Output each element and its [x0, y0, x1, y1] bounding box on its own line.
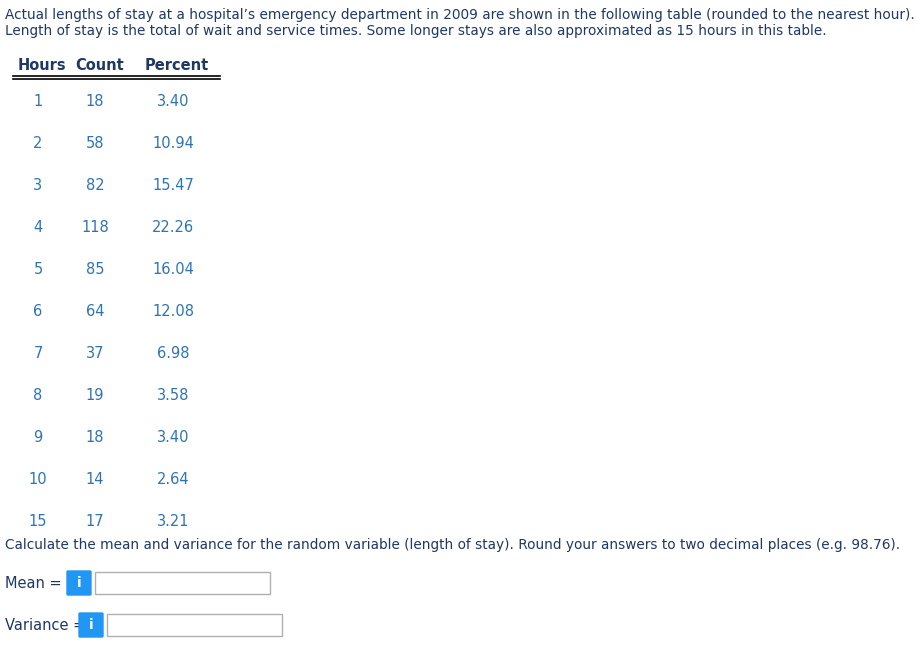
Text: 18: 18 — [86, 94, 104, 109]
FancyBboxPatch shape — [67, 571, 91, 595]
Text: 85: 85 — [86, 262, 104, 277]
Text: 17: 17 — [86, 514, 104, 529]
Text: 14: 14 — [86, 472, 104, 487]
FancyBboxPatch shape — [79, 613, 103, 637]
Text: i: i — [77, 576, 82, 590]
Text: 58: 58 — [86, 136, 104, 151]
Text: Hours: Hours — [18, 58, 67, 73]
Text: Percent: Percent — [145, 58, 209, 73]
Text: Variance =: Variance = — [5, 617, 90, 633]
Text: 19: 19 — [86, 388, 104, 403]
Text: 10: 10 — [28, 472, 48, 487]
Text: 15.47: 15.47 — [152, 178, 194, 193]
Text: 37: 37 — [86, 346, 104, 361]
Text: 15: 15 — [28, 514, 48, 529]
FancyBboxPatch shape — [107, 614, 282, 636]
Text: 9: 9 — [33, 430, 43, 445]
Text: 12.08: 12.08 — [152, 304, 194, 319]
Text: 16.04: 16.04 — [152, 262, 194, 277]
Text: i: i — [89, 618, 93, 632]
Text: Calculate the mean and variance for the random variable (length of stay). Round : Calculate the mean and variance for the … — [5, 538, 900, 552]
Text: 8: 8 — [33, 388, 43, 403]
Text: Actual lengths of stay at a hospital’s emergency department in 2009 are shown in: Actual lengths of stay at a hospital’s e… — [5, 8, 915, 22]
Text: 4: 4 — [33, 220, 43, 235]
Text: 6: 6 — [33, 304, 43, 319]
Text: 3.58: 3.58 — [157, 388, 190, 403]
Text: 18: 18 — [86, 430, 104, 445]
Text: 82: 82 — [86, 178, 104, 193]
Text: 118: 118 — [82, 220, 109, 235]
Text: 10.94: 10.94 — [152, 136, 194, 151]
Text: 3.40: 3.40 — [157, 94, 190, 109]
Text: 64: 64 — [86, 304, 104, 319]
Text: 6.98: 6.98 — [157, 346, 190, 361]
Text: 2.64: 2.64 — [157, 472, 190, 487]
Text: 7: 7 — [33, 346, 43, 361]
Text: Length of stay is the total of wait and service times. Some longer stays are als: Length of stay is the total of wait and … — [5, 24, 826, 38]
Text: 22.26: 22.26 — [152, 220, 194, 235]
Text: 1: 1 — [33, 94, 43, 109]
Text: 3.40: 3.40 — [157, 430, 190, 445]
Text: Mean =: Mean = — [5, 575, 66, 590]
Text: 2: 2 — [33, 136, 43, 151]
Text: 3: 3 — [34, 178, 42, 193]
Text: 5: 5 — [33, 262, 43, 277]
Text: Count: Count — [75, 58, 124, 73]
Text: 3.21: 3.21 — [157, 514, 190, 529]
FancyBboxPatch shape — [95, 572, 270, 594]
